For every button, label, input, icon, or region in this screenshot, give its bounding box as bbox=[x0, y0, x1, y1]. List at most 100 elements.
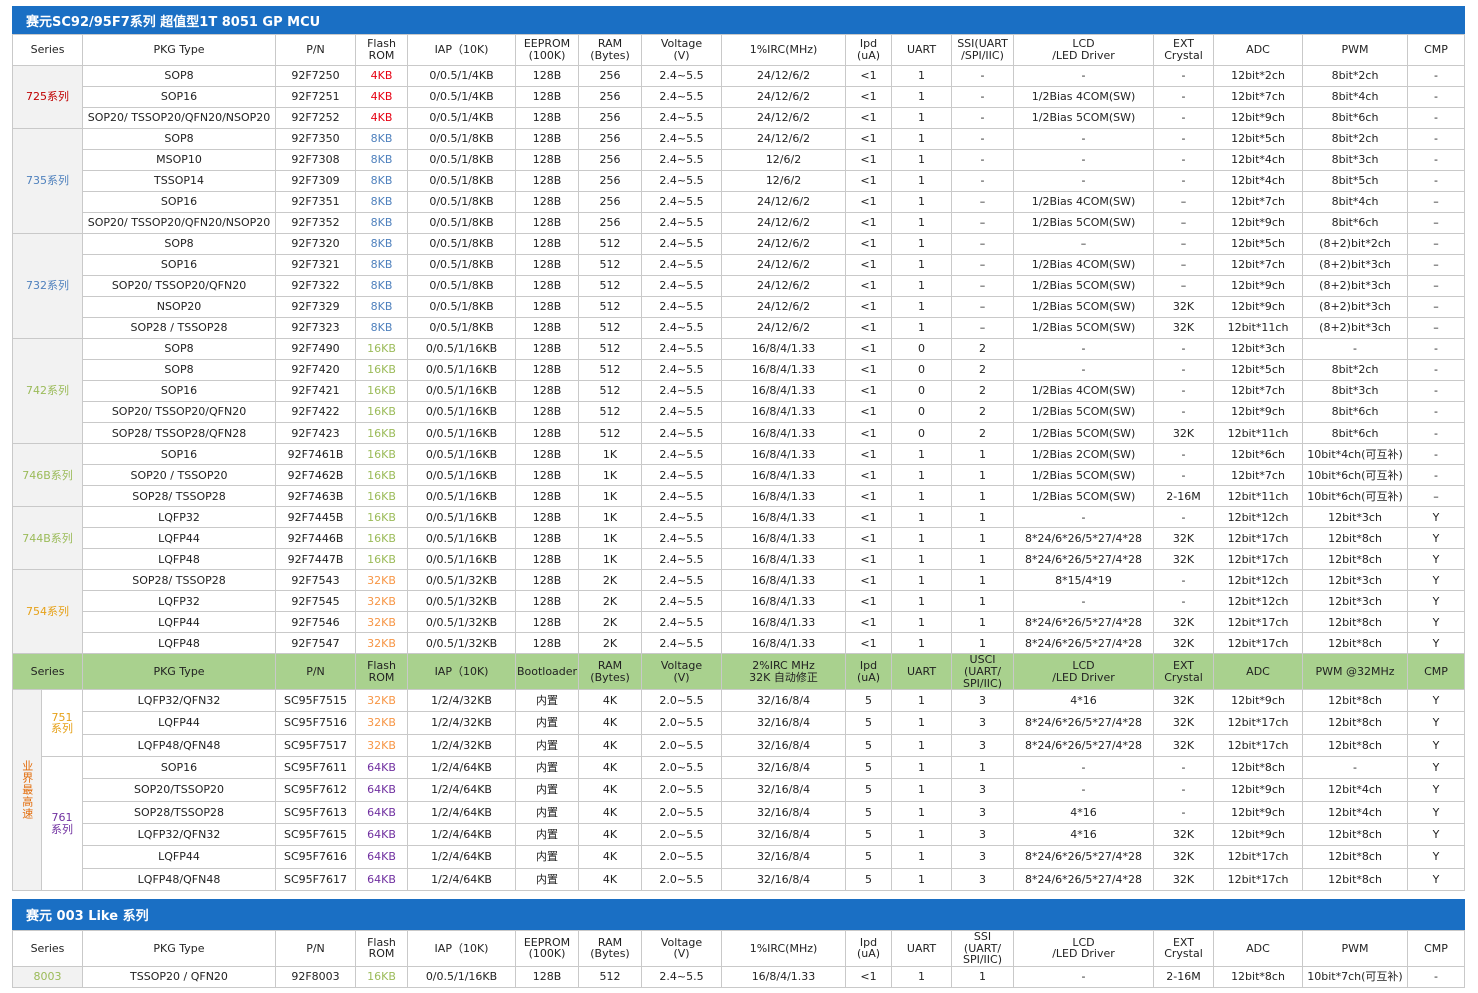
part-number-cell: 92F7545 bbox=[275, 590, 357, 613]
uart-cell: 1 bbox=[891, 506, 953, 529]
pwm-cell: - bbox=[1302, 756, 1409, 780]
part-number-cell: SC95F7615 bbox=[275, 823, 357, 847]
flash-rom-cell: 16KB bbox=[355, 338, 409, 361]
adc-cell: 12bit*9ch bbox=[1213, 296, 1304, 319]
pkg-type-cell: SOP20/TSSOP20 bbox=[82, 778, 277, 802]
pwm-cell: 8bit*4ch bbox=[1302, 86, 1409, 109]
ext-crystal-cell: - bbox=[1153, 506, 1215, 529]
voltage-cell: 2.4~5.5 bbox=[641, 485, 723, 508]
uart-cell: 1 bbox=[891, 711, 953, 735]
irc-cell: 24/12/6/2 bbox=[721, 275, 847, 298]
flash-rom-cell: 4KB bbox=[355, 107, 409, 130]
irc-cell: 16/8/4/1.33 bbox=[721, 632, 847, 655]
cmp-cell: Y bbox=[1407, 800, 1466, 825]
pwm-cell: 8bit*2ch bbox=[1302, 64, 1409, 88]
flash-rom-cell: 16KB bbox=[355, 464, 409, 487]
adc-cell: 12bit*17ch bbox=[1213, 867, 1304, 892]
ram-cell: 1K bbox=[578, 443, 643, 466]
header-cell: Voltage (V) bbox=[641, 930, 722, 967]
lcd-driver-cell: 1/2Bias 5COM(SW) bbox=[1013, 212, 1155, 235]
ssi-cell: - bbox=[951, 128, 1015, 151]
flash-rom-cell: 8KB bbox=[355, 170, 409, 193]
cmp-cell: - bbox=[1407, 380, 1466, 403]
ssi-cell: 1 bbox=[951, 527, 1015, 550]
ipd-cell: <1 bbox=[845, 632, 893, 655]
adc-cell: 12bit*11ch bbox=[1213, 317, 1304, 340]
voltage-cell: 2.4~5.5 bbox=[641, 254, 723, 277]
header-row: Series PKG Type P/N Flash ROM IAP（10K) EEPROM… bbox=[12, 930, 1465, 967]
table-row: 746B系列 SOP16 92F7461B 16KB 0/0.5/1/16KB 128B 1… bbox=[11, 443, 1466, 508]
ipd-cell: <1 bbox=[845, 965, 892, 988]
uart-cell: 0 bbox=[891, 422, 953, 445]
table-row: 761 系列 SOP16 SC95F7611 64KB 1/2/4/64KB 内置 4K 2.… bbox=[13, 756, 1466, 892]
lcd-driver-cell: 1/2Bias 4COM(SW) bbox=[1013, 380, 1155, 403]
header-cell: Voltage (V) bbox=[641, 653, 723, 691]
ram-cell: 4K bbox=[578, 733, 643, 758]
uart-cell: 1 bbox=[891, 464, 953, 487]
ssi-cell: 1 bbox=[951, 756, 1015, 780]
pkg-type-cell: SOP28/ TSSOP28 bbox=[82, 485, 277, 508]
pwm-cell: 12bit*3ch bbox=[1302, 506, 1409, 529]
irc-cell: 16/8/4/1.33 bbox=[721, 527, 847, 550]
part-number-cell: 92F7323 bbox=[275, 317, 357, 340]
pwm-cell: 12bit*8ch bbox=[1302, 632, 1409, 655]
pkg-type-cell: LQFP48/QFN48 bbox=[82, 733, 277, 758]
uart-cell: 1 bbox=[891, 191, 953, 214]
pwm-cell: 12bit*8ch bbox=[1302, 845, 1409, 869]
ram-cell: 256 bbox=[578, 107, 643, 130]
voltage-cell: 2.0~5.5 bbox=[641, 867, 723, 892]
ram-cell: 256 bbox=[578, 86, 643, 109]
header-cell: Bootloader bbox=[515, 653, 580, 691]
ram-cell: 512 bbox=[578, 233, 643, 256]
table-row: LQFP32/QFN32 SC95F7615 64KB 1/2/4/64KB 内置 4K 2… bbox=[13, 823, 1466, 847]
header-cell: IAP（10K) bbox=[407, 34, 517, 66]
flash-rom-cell: 8KB bbox=[355, 212, 409, 235]
adc-cell: 12bit*7ch bbox=[1213, 254, 1304, 277]
voltage-cell: 2.0~5.5 bbox=[641, 778, 723, 802]
ipd-cell: <1 bbox=[845, 485, 893, 508]
ram-cell: 512 bbox=[578, 254, 643, 277]
uart-cell: 1 bbox=[891, 149, 953, 172]
cmp-cell: – bbox=[1407, 233, 1466, 256]
part-number-cell: 92F7446B bbox=[275, 527, 357, 550]
iap-cell: 0/0.5/1/16KB bbox=[407, 380, 517, 403]
uart-cell: 1 bbox=[891, 86, 953, 109]
uart-cell: 1 bbox=[891, 296, 953, 319]
cmp-cell: - bbox=[1407, 128, 1466, 151]
ext-crystal-cell: 32K bbox=[1153, 711, 1215, 735]
ext-crystal-cell: - bbox=[1153, 464, 1215, 487]
irc-cell: 24/12/6/2 bbox=[721, 64, 847, 88]
header-cell: EEPROM (100K) bbox=[515, 930, 579, 967]
eeprom-cell: 128B bbox=[515, 590, 580, 613]
header-cell: CMP bbox=[1407, 34, 1466, 66]
pkg-type-cell: SOP20/ TSSOP20/QFN20 bbox=[82, 401, 277, 424]
part-number-cell: 92F7422 bbox=[275, 401, 357, 424]
ext-crystal-cell: - bbox=[1153, 756, 1215, 780]
cmp-cell: – bbox=[1407, 485, 1466, 508]
cmp-cell: - bbox=[1407, 170, 1466, 193]
pwm-cell: 12bit*8ch bbox=[1302, 689, 1409, 713]
lcd-driver-cell: 8*24/6*26/5*27/4*28 bbox=[1013, 527, 1155, 550]
ssi-cell: - bbox=[951, 107, 1015, 130]
header-cell: Flash ROM bbox=[355, 34, 409, 66]
voltage-cell: 2.4~5.5 bbox=[641, 632, 723, 655]
flash-rom-cell: 64KB bbox=[355, 845, 409, 869]
flash-rom-cell: 8KB bbox=[355, 149, 409, 172]
ram-cell: 256 bbox=[578, 212, 643, 235]
header-cell: Flash ROM bbox=[355, 930, 408, 967]
ext-crystal-cell: - bbox=[1153, 778, 1215, 802]
table-row: 754系列 SOP28/ TSSOP28 92F7543 32KB 0/0.5/1/32… bbox=[11, 569, 1466, 655]
ssi-cell: 2 bbox=[951, 401, 1015, 424]
header-cell: UART bbox=[891, 653, 953, 691]
table-row: NSOP20 92F7329 8KB 0/0.5/1/8KB 128B 512 2.4~5.… bbox=[13, 296, 1466, 319]
table-row: LQFP32 92F7545 32KB 0/0.5/1/32KB 128B 2K 2.4~5… bbox=[13, 590, 1466, 613]
cmp-cell: Y bbox=[1407, 756, 1466, 780]
ipd-cell: 5 bbox=[845, 756, 893, 780]
header-cell: ADC bbox=[1213, 34, 1304, 66]
uart-cell: 1 bbox=[891, 527, 953, 550]
iap-cell: 1/2/4/32KB bbox=[407, 711, 517, 735]
lcd-driver-cell: 1/2Bias 4COM(SW) bbox=[1013, 86, 1155, 109]
header-cell: EXT Crystal bbox=[1153, 34, 1215, 66]
irc-cell: 32/16/8/4 bbox=[721, 867, 847, 892]
adc-cell: 12bit*7ch bbox=[1213, 464, 1304, 487]
